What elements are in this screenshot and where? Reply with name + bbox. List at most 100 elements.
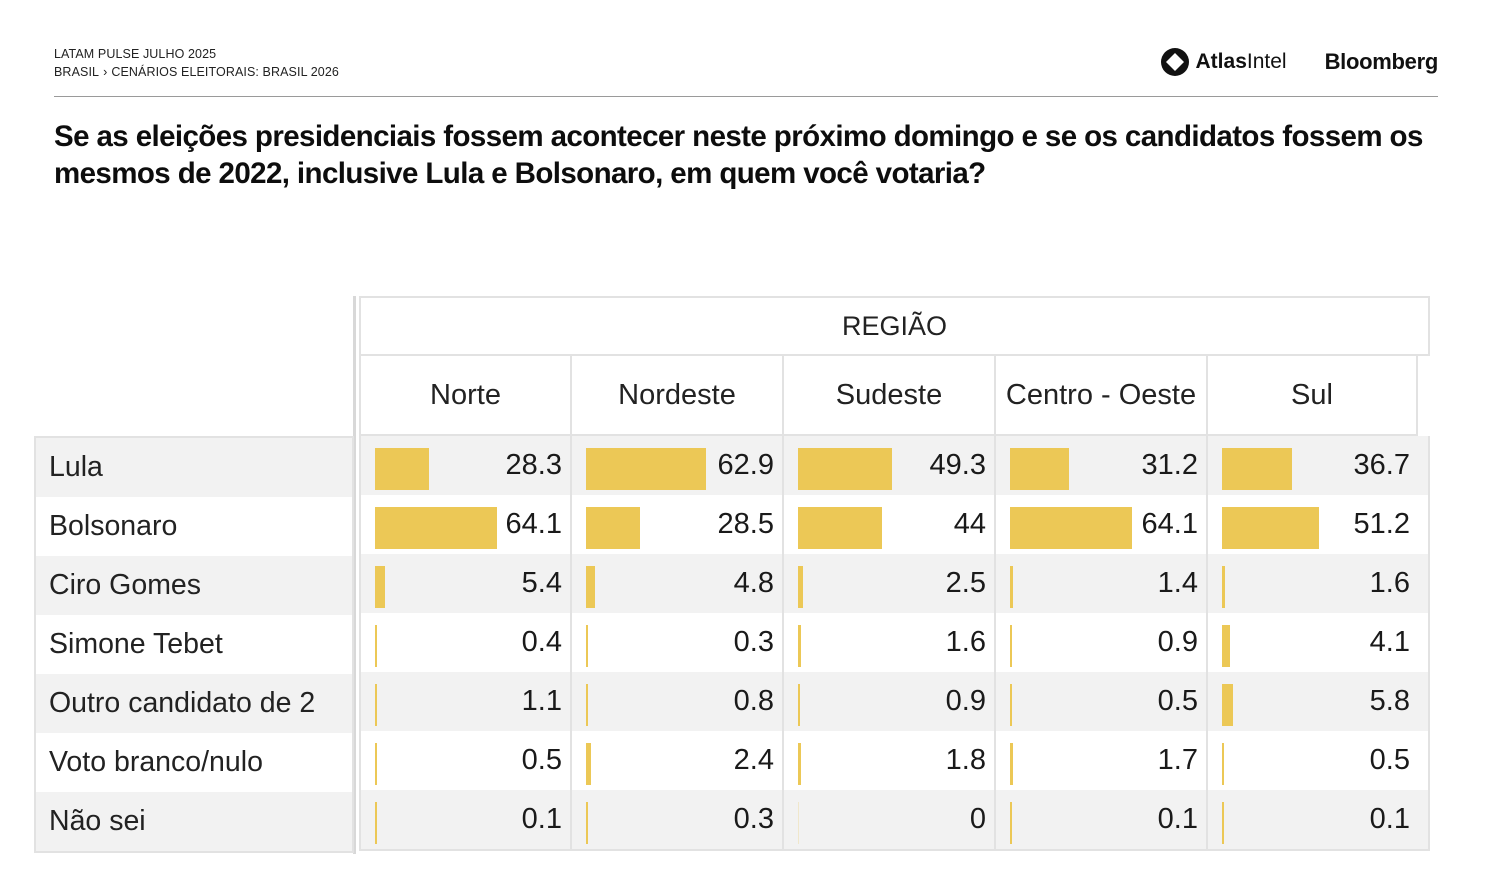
table-cell: 0.9 [996,613,1208,672]
value-label: 5.4 [521,567,562,599]
table-cell: 0.9 [784,672,996,731]
column-header: Norte [359,356,572,436]
value-label: 0.1 [1369,803,1410,835]
column-header: Centro - Oeste [994,356,1208,436]
value-bar [1222,566,1225,608]
report-kicker: LATAM PULSE JULHO 2025 BRASIL › CENÁRIOS E… [54,45,1438,81]
table-cell: 0.8 [572,672,784,731]
value-bar [1010,802,1012,844]
value-bar [798,566,803,608]
value-label: 1.4 [1157,567,1198,599]
atlasintel-logo: Atlas Intel [1160,47,1287,77]
table-cell: 62.9 [572,436,784,495]
value-label: 1.6 [945,626,986,658]
value-label: 36.7 [1353,449,1410,481]
value-label: 0.5 [1369,744,1410,776]
breadcrumb-separator: › [103,65,108,79]
value-label: 1.7 [1157,744,1198,776]
brand-logos: Atlas Intel Bloomberg [1160,47,1438,77]
value-bar [1010,743,1013,785]
value-label: 28.5 [717,508,774,540]
table-cell: 0.5 [1208,731,1418,790]
value-bar [1010,448,1069,490]
report-header: LATAM PULSE JULHO 2025 BRASIL › CENÁRIOS E… [54,45,1438,97]
value-bar [798,448,892,490]
breadcrumb-country: BRASIL [54,65,100,79]
table-cell: 31.2 [996,436,1208,495]
bloomberg-logo: Bloomberg [1324,49,1439,74]
table-cell: 4.1 [1208,613,1418,672]
value-bar [586,566,595,608]
table-cell: 28.5 [572,495,784,554]
value-label: 1.1 [521,685,562,717]
breadcrumb-topic: CENÁRIOS ELEITORAIS: BRASIL 2026 [111,65,339,79]
table-divider [353,296,356,854]
atlasintel-logo-bold: Atlas [1195,50,1247,73]
value-bar [1010,566,1013,608]
value-bar [586,448,706,490]
value-bar [586,743,591,785]
column-header: Sudeste [782,356,996,436]
value-bar [375,743,377,785]
table-cell: 0.5 [996,672,1208,731]
value-label: 44 [953,508,986,540]
value-bar [586,802,588,844]
table-row: 5.4 4.8 2.5 1.4 1.6 [361,554,1428,613]
value-label: 4.1 [1369,626,1410,658]
value-bar [798,507,882,549]
value-bar [798,802,799,844]
value-bar [375,684,377,726]
value-label: 62.9 [717,449,774,481]
table-cell: 5.8 [1208,672,1418,731]
column-header: Sul [1206,356,1418,436]
value-label: 5.8 [1369,685,1410,717]
table-cell: 2.4 [572,731,784,790]
value-bar [1010,625,1012,667]
value-label: 0.3 [733,803,774,835]
value-label: 0.3 [733,626,774,658]
row-label: Bolsonaro [49,510,178,542]
table-row: 0.4 0.3 1.6 0.9 4.1 [361,613,1428,672]
row-label: Ciro Gomes [36,556,352,615]
value-label: 1.8 [945,744,986,776]
table-cell: 49.3 [784,436,996,495]
table-cell: 0.5 [361,731,572,790]
row-labels: Lula Bolsonaro Ciro Gomes Simone Tebet Outro… [34,436,354,853]
value-label: 1.6 [1369,567,1410,599]
table-cell: 2.5 [784,554,996,613]
value-bar [1222,507,1319,549]
table-cell: 1.4 [996,554,1208,613]
value-label: 64.1 [1141,508,1198,540]
value-label: 2.4 [733,744,774,776]
value-bar [1010,684,1012,726]
value-label: 0.4 [521,626,562,658]
column-header: Nordeste [570,356,784,436]
value-label: 31.2 [1141,449,1198,481]
value-label: 0.9 [1157,626,1198,658]
value-label: 4.8 [733,567,774,599]
value-bar [375,625,377,667]
value-bar [798,625,801,667]
value-label: 51.2 [1353,508,1410,540]
row-label: Simone Tebet [49,628,223,660]
value-bar [1222,448,1292,490]
table-cell: 0.3 [572,613,784,672]
table-row: 0.1 0.3 0 0.1 0.1 [361,790,1428,849]
table-row: 1.1 0.8 0.9 0.5 5.8 [361,672,1428,731]
row-label: Outro candidato de 2 [36,674,352,733]
table-cell: 1.1 [361,672,572,731]
value-label: 49.3 [929,449,986,481]
value-label: 64.1 [505,508,562,540]
region-group-header: REGIÃO [359,296,1430,356]
table-cell: 64.1 [996,495,1208,554]
value-bar [798,684,800,726]
table-cell: 0.1 [1208,790,1418,849]
table-row: 0.5 2.4 1.8 1.7 0.5 [361,731,1428,790]
table-cell: 4.8 [572,554,784,613]
table-cell: 36.7 [1208,436,1418,495]
table-cell: 0 [784,790,996,849]
question-title: Se as eleições presidenciais fossem acon… [54,120,1423,190]
table-cell: 44 [784,495,996,554]
value-bar [375,802,377,844]
value-bar [586,684,588,726]
